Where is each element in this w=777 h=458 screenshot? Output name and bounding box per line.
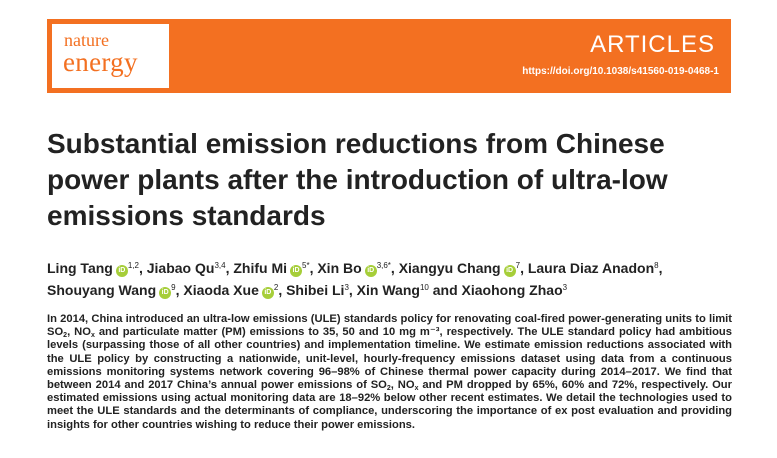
orcid-icon[interactable]: iD (115, 265, 128, 277)
logo-text-energy: energy (63, 47, 138, 77)
article-title: Substantial emission reductions from Chi… (47, 128, 668, 231)
orcid-icon[interactable]: iD (290, 265, 302, 277)
author-name: Zhifu Mi (233, 260, 287, 276)
author[interactable]: Xin Bo iD3,6* (317, 260, 391, 277)
journal-logo[interactable]: nature energy (52, 24, 169, 88)
affiliation-marker: 1,2 (127, 261, 139, 270)
affiliation-marker: 8 (654, 261, 659, 270)
affiliation-marker: 9 (171, 283, 176, 292)
abstract: In 2014, China introduced an ultra-low e… (47, 313, 732, 431)
author[interactable]: Ling Tang iD1,2 (47, 260, 139, 277)
author-list: Ling Tang iD1,2, Jiabao Qu3,4, Zhifu Mi iD… (47, 260, 663, 299)
affiliation-marker: 3 (562, 283, 568, 292)
author-name: Ling Tang (47, 260, 113, 276)
author-name: Shouyang Wang (47, 282, 157, 298)
affiliation-marker: 7 (515, 261, 521, 270)
orcid-icon[interactable]: iD (503, 265, 516, 277)
author[interactable]: Xin Wang10 (357, 282, 429, 298)
author[interactable]: Shouyang Wang iD9 (47, 282, 176, 299)
section-label: ARTICLES (590, 31, 715, 58)
affiliation-marker: 3 (344, 283, 349, 292)
doi-link[interactable]: https://doi.org/10.1038/s41560-019-0468-… (522, 66, 719, 77)
author[interactable]: Jiabao Qu3,4 (147, 260, 226, 276)
author[interactable]: Shibei Li3 (286, 282, 349, 298)
author-name: Xin Bo (317, 260, 362, 276)
author[interactable]: Laura Diaz Anadon8 (528, 260, 659, 276)
orcid-icon[interactable]: iD (364, 265, 377, 277)
author-name: Jiabao Qu (146, 260, 215, 276)
author-name: Laura Diaz Anadon (527, 260, 655, 276)
author-name: Xiaohong Zhao (461, 282, 563, 298)
affiliation-marker: 3,6* (376, 261, 391, 270)
orcid-icon[interactable]: iD (261, 287, 274, 299)
author-name: Xiaoda Xue (183, 282, 259, 298)
author-name: Xiangyu Chang (398, 260, 501, 276)
affiliation-marker: 10 (419, 283, 429, 292)
author[interactable]: Xiaoda Xue iD2 (183, 282, 279, 299)
affiliation-marker: 3,4 (214, 261, 226, 270)
author[interactable]: Zhifu Mi iD5* (233, 260, 310, 277)
author[interactable]: Xiaohong Zhao3 (462, 282, 568, 298)
orcid-icon[interactable]: iD (159, 287, 172, 299)
affiliation-marker: 2 (273, 283, 279, 292)
author[interactable]: Xiangyu Chang iD7 (398, 260, 521, 277)
author-name: Xin Wang (356, 282, 420, 298)
logo-text-nature: nature (64, 30, 109, 50)
affiliation-marker: 5* (302, 261, 310, 270)
author-name: Shibei Li (286, 282, 345, 298)
